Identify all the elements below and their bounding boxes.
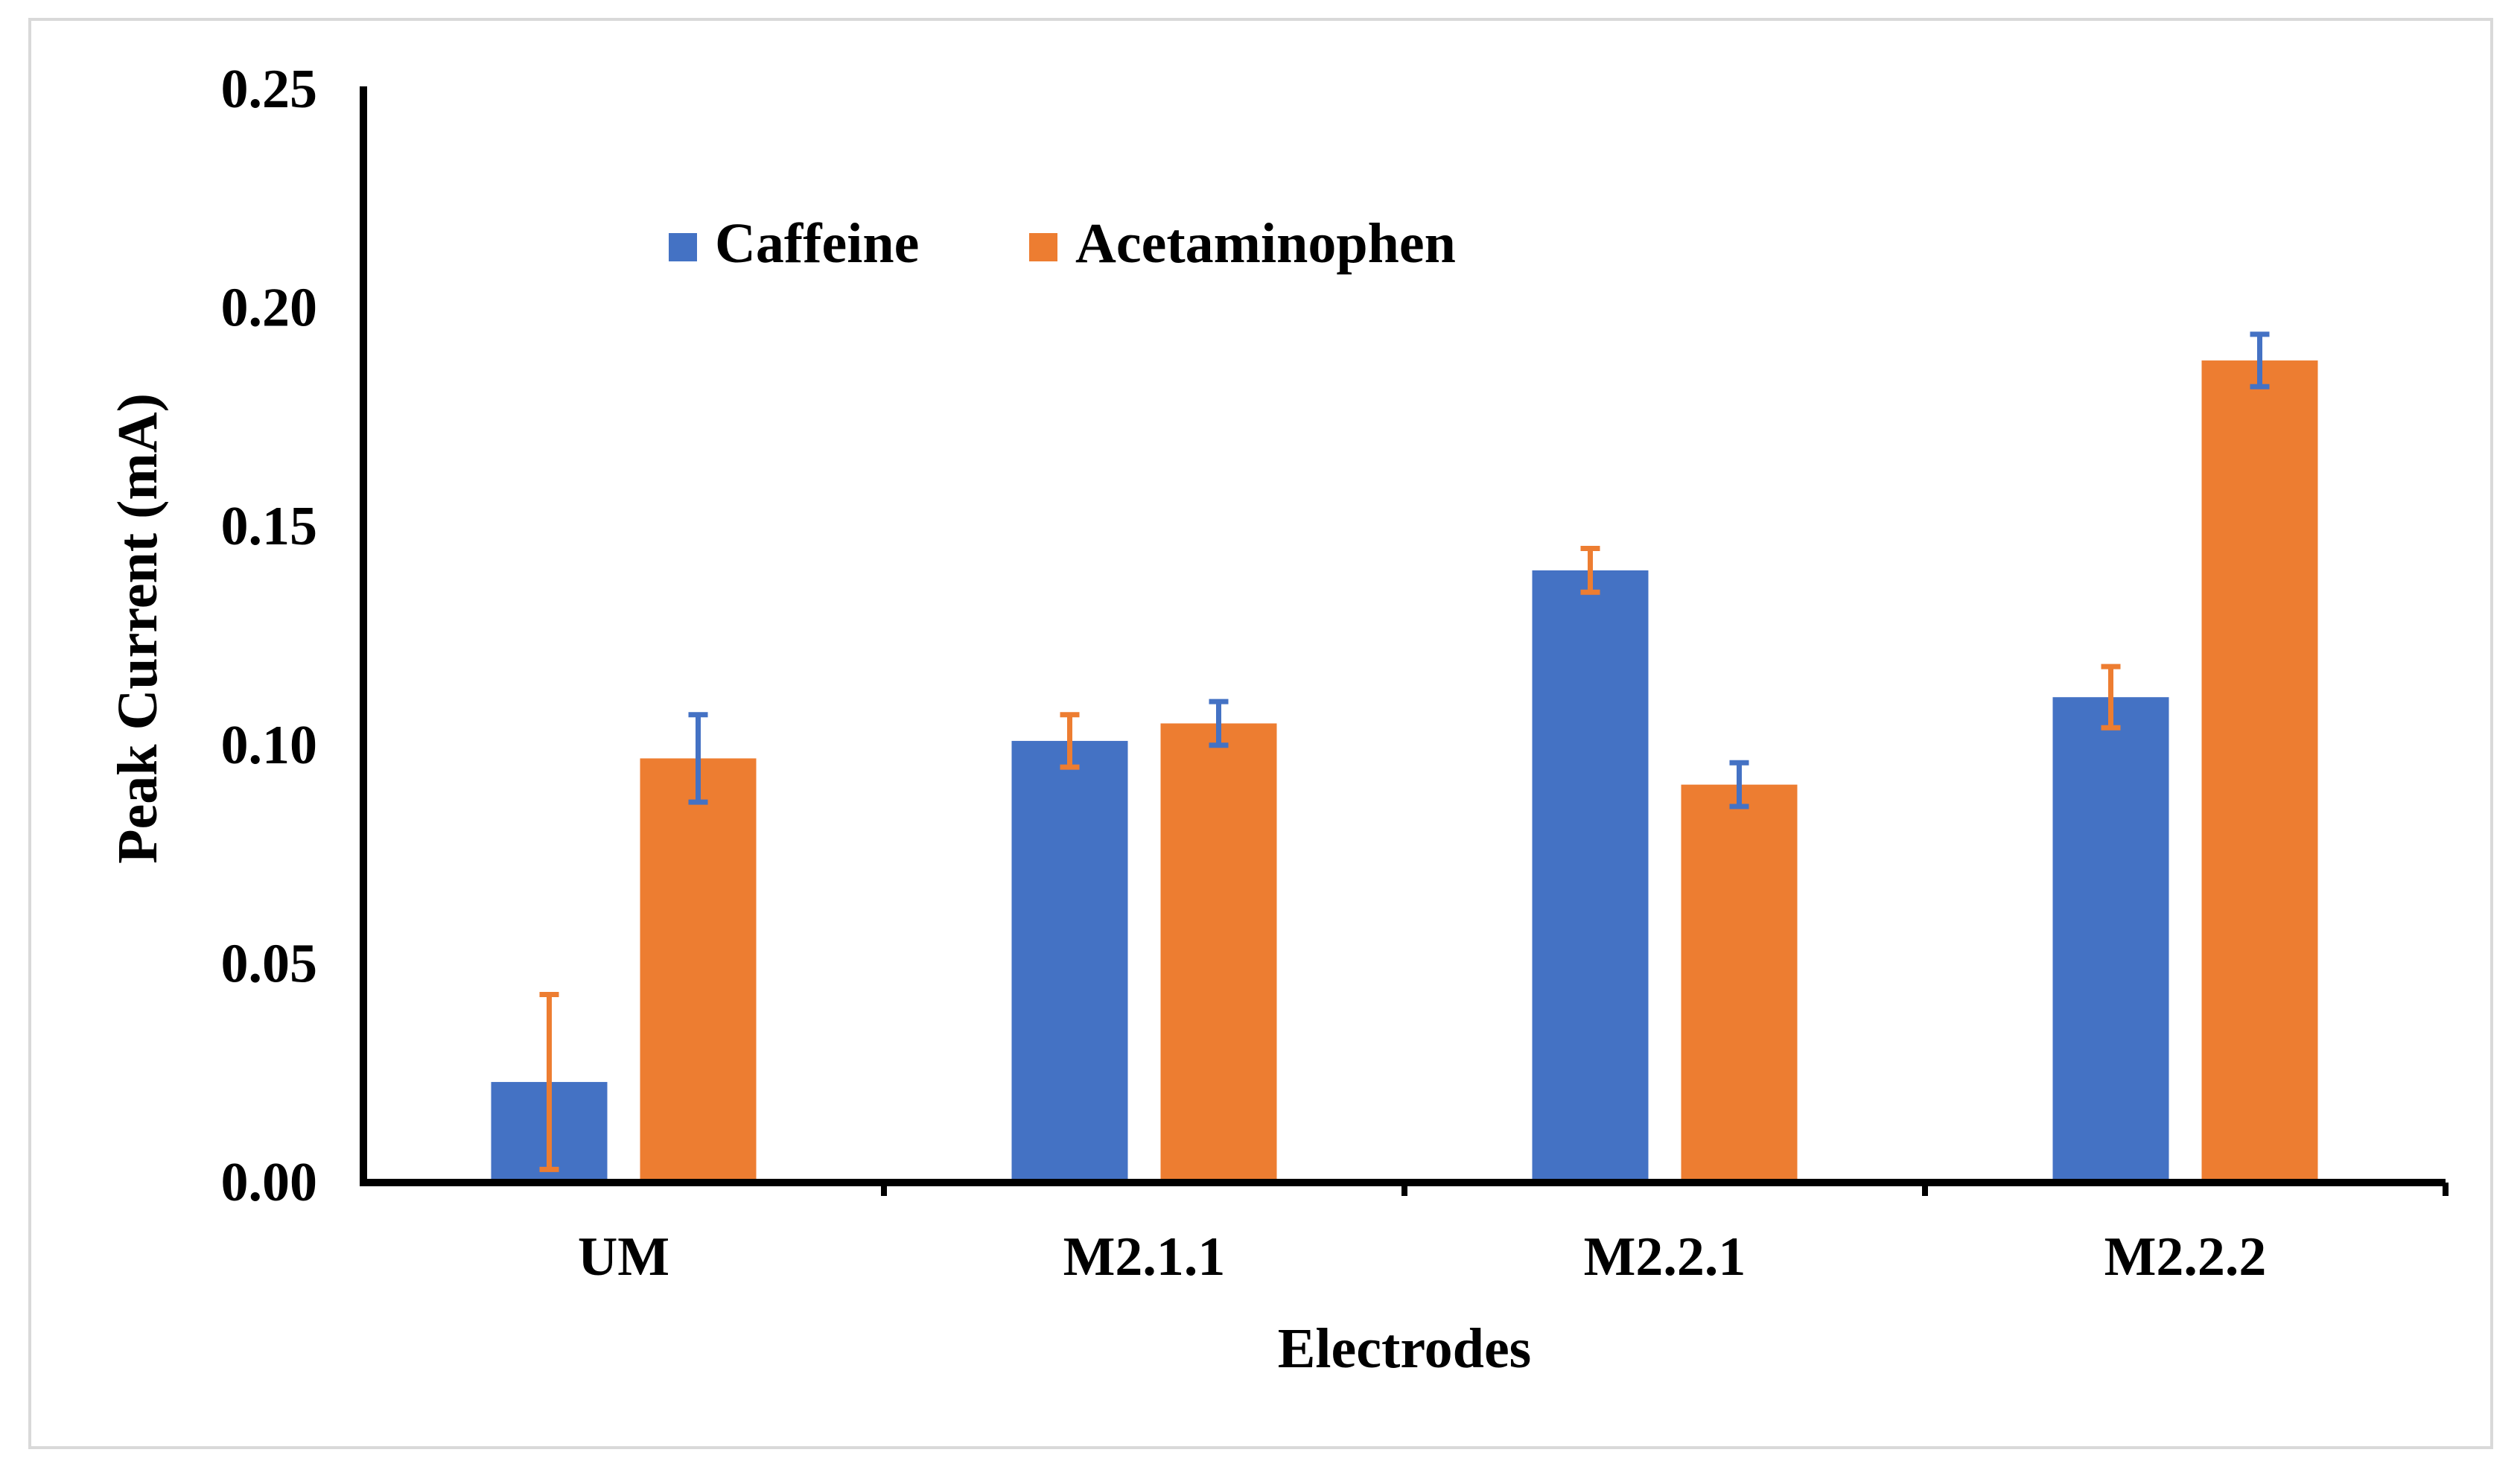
legend-swatch-caffeine xyxy=(669,233,697,261)
ticks-layer xyxy=(881,1183,2449,1196)
y-tick-label: 0.15 xyxy=(221,496,318,557)
legend-swatch-acetaminophen xyxy=(1029,233,1057,261)
bar-acetaminophen-um xyxy=(640,758,757,1183)
errorbars-layer xyxy=(539,331,2270,1172)
bar-caffeine-m2-2-2 xyxy=(2052,697,2169,1183)
y-tick-label: 0.10 xyxy=(221,715,318,776)
y-axis-title: Peak Current (mA) xyxy=(106,393,169,864)
bars-layer xyxy=(491,360,2318,1183)
y-tick-label: 0.05 xyxy=(221,933,318,994)
x-axis-title: Electrodes xyxy=(1278,1317,1532,1380)
x-category-label: M2.2.2 xyxy=(2104,1226,2267,1288)
bar-acetaminophen-m2-1-1 xyxy=(1160,723,1277,1183)
bar-caffeine-m2-1-1 xyxy=(1011,740,1128,1183)
x-category-label: UM xyxy=(578,1226,669,1288)
y-tick-label: 0.20 xyxy=(221,278,318,339)
bar-acetaminophen-m2-2-2 xyxy=(2201,360,2318,1183)
bar-caffeine-m2-2-1 xyxy=(1532,570,1649,1183)
legend-label-acetaminophen: Acetaminophen xyxy=(1075,212,1456,275)
labels-layer: 0.00 0.05 0.10 0.15 0.20 0.25 UM M2.1.1 M2.2.1 M2… xyxy=(221,59,2267,1288)
y-tick-label: 0.00 xyxy=(221,1152,318,1213)
legend-label-caffeine: Caffeine xyxy=(715,212,919,275)
bar-acetaminophen-m2-2-1 xyxy=(1681,784,1798,1183)
y-tick-label: 0.25 xyxy=(221,59,318,120)
x-category-label: M2.1.1 xyxy=(1063,1226,1226,1288)
legend: Caffeine Acetaminophen xyxy=(669,212,1456,275)
x-category-label: M2.2.1 xyxy=(1584,1226,1746,1288)
